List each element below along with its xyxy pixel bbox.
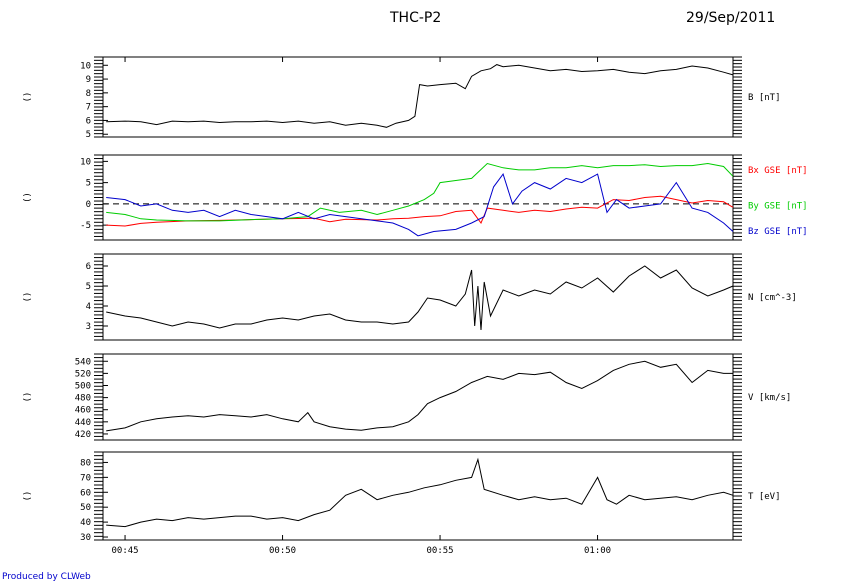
- panel-4-ytick-label: 480: [75, 394, 91, 404]
- panel-5-frame: [102, 451, 734, 541]
- panel-1-series-1-label: B [nT]: [748, 93, 781, 103]
- panel-4-left-label: (): [21, 392, 31, 403]
- panel-4-ytick-label: 440: [75, 418, 91, 428]
- x-tick-label: 00:55: [427, 546, 454, 556]
- panel-2-ytick-label: 10: [80, 157, 91, 167]
- x-tick-label: 00:50: [269, 546, 296, 556]
- panel-2-ytick-label: 0: [86, 200, 91, 210]
- panel-5-ytick-label: 40: [80, 518, 91, 528]
- panel-1-ytick-label: 5: [86, 130, 91, 140]
- panel-5-left-label: (): [21, 491, 31, 502]
- produced-by-credit: Produced by CLWeb: [2, 572, 91, 582]
- panel-2-series-2-label: By GSE [nT]: [748, 202, 808, 212]
- panel-2-series-3-label: Bz GSE [nT]: [748, 227, 808, 237]
- panel-3-series-1-line: [106, 265, 734, 331]
- panel-5-ytick-label: 60: [80, 488, 91, 498]
- panel-1-series-1-line: [106, 64, 734, 128]
- panel-3-ytick-label: 6: [86, 262, 91, 272]
- panel-5-ytick-label: 80: [80, 458, 91, 468]
- chart-title: THC-P2: [390, 10, 442, 26]
- panel-3-series-1-label: N [cm^-3]: [748, 293, 797, 303]
- panel-2-series-2-line: [106, 162, 734, 222]
- panel-2-left-label: (): [21, 192, 31, 203]
- panel-4-ytick-label: 500: [75, 381, 91, 391]
- panel-2-series-1-label: Bx GSE [nT]: [748, 166, 808, 176]
- panel-5-ytick-label: 70: [80, 473, 91, 483]
- chart-date: 29/Sep/2011: [686, 10, 776, 26]
- panel-3-frame: [102, 253, 734, 341]
- panel-1-ytick-label: 7: [86, 103, 91, 113]
- panel-4-series-1-line: [106, 360, 733, 432]
- panel-3-ytick-label: 5: [86, 282, 91, 292]
- panel-1-ytick-label: 10: [80, 61, 91, 71]
- panel-2-frame: [102, 154, 734, 241]
- panel-3-ytick-label: 4: [86, 302, 91, 312]
- panel-4-ytick-label: 540: [75, 357, 91, 367]
- panel-5-series-1-label: T [eV]: [748, 492, 781, 502]
- panel-2-ytick-label: -5: [80, 221, 91, 231]
- panel-3-ytick-label: 3: [86, 322, 91, 332]
- panel-2-ytick-label: 5: [86, 179, 91, 189]
- panel-1-ytick-label: 6: [86, 116, 91, 126]
- panel-1-ytick-label: 9: [86, 75, 91, 85]
- panel-4-ytick-label: 460: [75, 406, 91, 416]
- panel-4-ytick-label: 520: [75, 369, 91, 379]
- x-tick-label: 00:45: [112, 546, 139, 556]
- panel-4-ytick-label: 420: [75, 430, 91, 440]
- panel-1-ytick-label: 8: [86, 89, 91, 99]
- x-tick-label: 01:00: [584, 546, 611, 556]
- panel-5-ytick-label: 50: [80, 503, 91, 513]
- panel-1-left-label: (): [21, 92, 31, 103]
- panel-4-series-1-label: V [km/s]: [748, 393, 791, 403]
- panel-2-series-3-line: [106, 173, 734, 237]
- panel-3-left-label: (): [21, 292, 31, 303]
- panel-4-frame: [102, 353, 734, 441]
- panel-5-ytick-label: 30: [80, 533, 91, 543]
- panel-5-series-1-line: [106, 457, 734, 528]
